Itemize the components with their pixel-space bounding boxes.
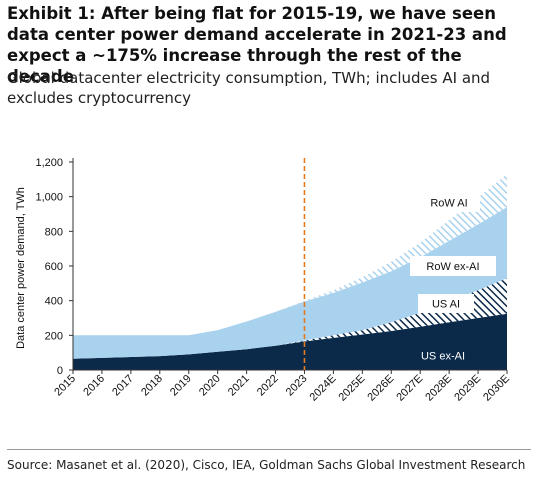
area-us-ai [73, 278, 507, 359]
series-label-bg-us-ai [418, 294, 474, 313]
x-tick-label: 2024E [308, 373, 339, 404]
y-tick-label: 600 [45, 261, 63, 273]
x-tick-label: 2030E [481, 373, 512, 404]
series-label-bg-row-ex-ai [410, 256, 496, 276]
x-tick-label: 2016 [81, 373, 107, 399]
source-note: Source: Masanet et al. (2020), Cisco, IE… [7, 458, 526, 472]
x-tick-label: 2021 [226, 373, 252, 399]
y-tick-label: 200 [45, 330, 63, 342]
x-tick-label: 2018 [139, 373, 165, 399]
chart-subtitle: Global datacenter electricity consumptio… [7, 69, 491, 107]
area-row-ex-ai [73, 207, 507, 359]
y-tick-label: 0 [57, 365, 63, 377]
x-tick-label: 2022 [255, 373, 281, 399]
area-series-group [73, 174, 507, 370]
series-label-us-ai: US AI [432, 299, 460, 311]
x-tick-label: 2023 [284, 373, 310, 399]
x-tick-label: 2020 [197, 373, 223, 399]
exhibit-title: Exhibit 1: After being flat for 2015-19,… [7, 4, 507, 86]
series-label-us-ex-ai: US ex-AI [421, 351, 465, 363]
x-tick-label: 2028E [423, 373, 454, 404]
y-tick-label: 800 [45, 226, 63, 238]
series-label-bg-us-ex-ai [404, 346, 482, 365]
x-tick-label: 2027E [394, 373, 425, 404]
area-row-ai [73, 174, 507, 336]
x-tick-label: 2026E [365, 373, 396, 404]
series-label-row-ai: RoW AI [430, 198, 467, 210]
y-axis-title: Data center power demand, TWh [15, 187, 27, 349]
series-label-bg-row-ai [418, 193, 480, 212]
series-label-row-ex-ai: RoW ex-AI [426, 261, 479, 273]
x-tick-label: 2019 [168, 373, 194, 399]
x-tick-label: 2017 [110, 373, 136, 399]
x-tick-label: 2029E [452, 373, 483, 404]
y-tick-label: 1,200 [35, 157, 63, 169]
area-us-ex-ai [73, 313, 507, 370]
y-tick-label: 1,000 [35, 192, 63, 204]
x-tick-label: 2025E [336, 373, 367, 404]
y-tick-label: 400 [45, 296, 63, 308]
source-divider [7, 449, 531, 450]
series-labels-group: US ex-AI US AI RoW ex-AI RoW AI [404, 193, 496, 365]
